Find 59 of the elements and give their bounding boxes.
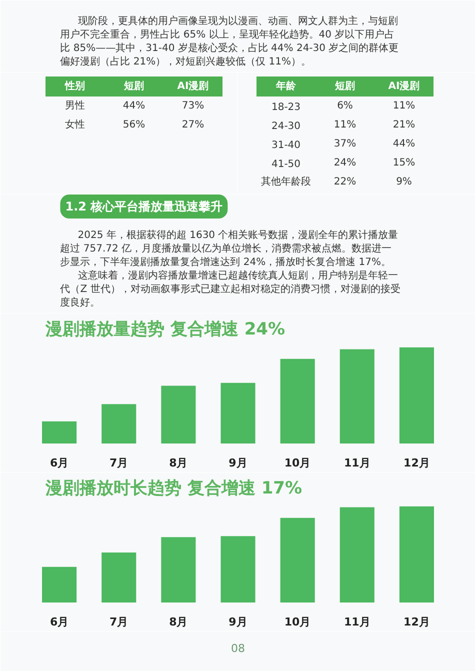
data-label: 37% — [334, 138, 356, 150]
category-label: 31-40 — [271, 140, 301, 151]
text: 现阶段，更具体的用户画像呈现为以漫画、动画、网文人群为主，与短剧用户不完全重合，男性占比 65% 以上，呈现年轻化趋势。40 岁以下用户占比 85%——其中，31-40 岁是核心受众，占比 44% 24-30 岁之间的群体更偏好漫剧（占比 21%），对短剧兴趣较低（仅 11%）。 — [60, 14, 399, 68]
text: 年龄 — [275, 80, 297, 92]
x-tick-label: 11月 — [344, 456, 370, 470]
bar — [399, 506, 434, 602]
x-tick-label: 7月 — [110, 616, 128, 628]
category-label: 18-23 — [271, 102, 301, 113]
text: AI漫剧 — [177, 80, 209, 92]
x-tick-label: 7月 — [110, 456, 128, 470]
bar — [340, 507, 374, 602]
x-tick-label: 8月 — [169, 616, 188, 628]
text: 性别 — [64, 80, 85, 92]
bar — [220, 536, 256, 602]
data-label: 21% — [392, 120, 416, 130]
bar — [399, 347, 434, 444]
bar — [102, 552, 136, 602]
data-label: 27% — [182, 120, 204, 130]
bar — [42, 421, 77, 444]
x-tick-label: 8月 — [169, 456, 188, 470]
x-tick-label: 10月 — [284, 616, 311, 628]
bar — [280, 358, 315, 444]
bar — [161, 537, 196, 602]
x-tick-label: 9月 — [228, 616, 248, 628]
series-label: 短剧 — [334, 80, 355, 92]
chart-title: 漫剧播放时长趋势 复合增速 17% — [44, 478, 302, 498]
category-label: 24-30 — [271, 121, 301, 132]
data-label: 22% — [334, 176, 356, 188]
bar — [161, 386, 196, 444]
text: 08 — [231, 642, 245, 655]
chart-title: 漫剧播放量趋势 复合增速 24% — [44, 320, 286, 340]
category-label: 男性 — [65, 100, 85, 112]
data-label: 24% — [334, 158, 356, 168]
x-tick-label: 9月 — [228, 456, 248, 470]
x-tick-label: 6月 — [50, 616, 69, 628]
x-tick-label: 12月 — [404, 456, 430, 470]
text: 1.2 核心平台播放量迅速攀升 — [65, 200, 223, 214]
bar — [102, 404, 136, 444]
data-label: 15% — [392, 158, 416, 168]
x-tick-label: 6月 — [50, 456, 69, 470]
x-tick-label: 12月 — [404, 616, 430, 628]
category-label: 女性 — [65, 118, 85, 130]
data-label: 6% — [337, 100, 353, 112]
data-label: 73% — [182, 100, 204, 112]
x-tick-label: 11月 — [344, 616, 370, 628]
data-label: 11% — [392, 100, 416, 112]
data-label: 44% — [392, 138, 416, 150]
category-label: 41-50 — [271, 159, 301, 170]
x-tick-label: 10月 — [284, 456, 311, 470]
data-label: 11% — [334, 120, 356, 130]
text: 这意味着，漫剧内容播放量增速已超越传统真人短剧，用户特别是年轻一代（Z 世代），对动画叙事形式已建立起相对稳定的消费习惯，对漫剧的接受度良好。 — [59, 269, 400, 308]
text: 2025 年，根据获得的超 1630 个相关账号数据，漫剧全年的累计播放量超过 757.72 亿，月度播放量以亿为单位增长，消费需求被点燃。数据进一步显示，下半年漫剧播放量复合增速达到 24%，播放时长复合增速 17%。 — [60, 228, 398, 268]
bar — [42, 566, 77, 602]
category-label: 其他年龄段 — [261, 176, 311, 188]
data-label: 9% — [396, 176, 412, 188]
bar — [280, 518, 315, 602]
bar — [220, 382, 256, 444]
text: AI漫剧 — [388, 80, 420, 92]
bar — [340, 349, 374, 444]
